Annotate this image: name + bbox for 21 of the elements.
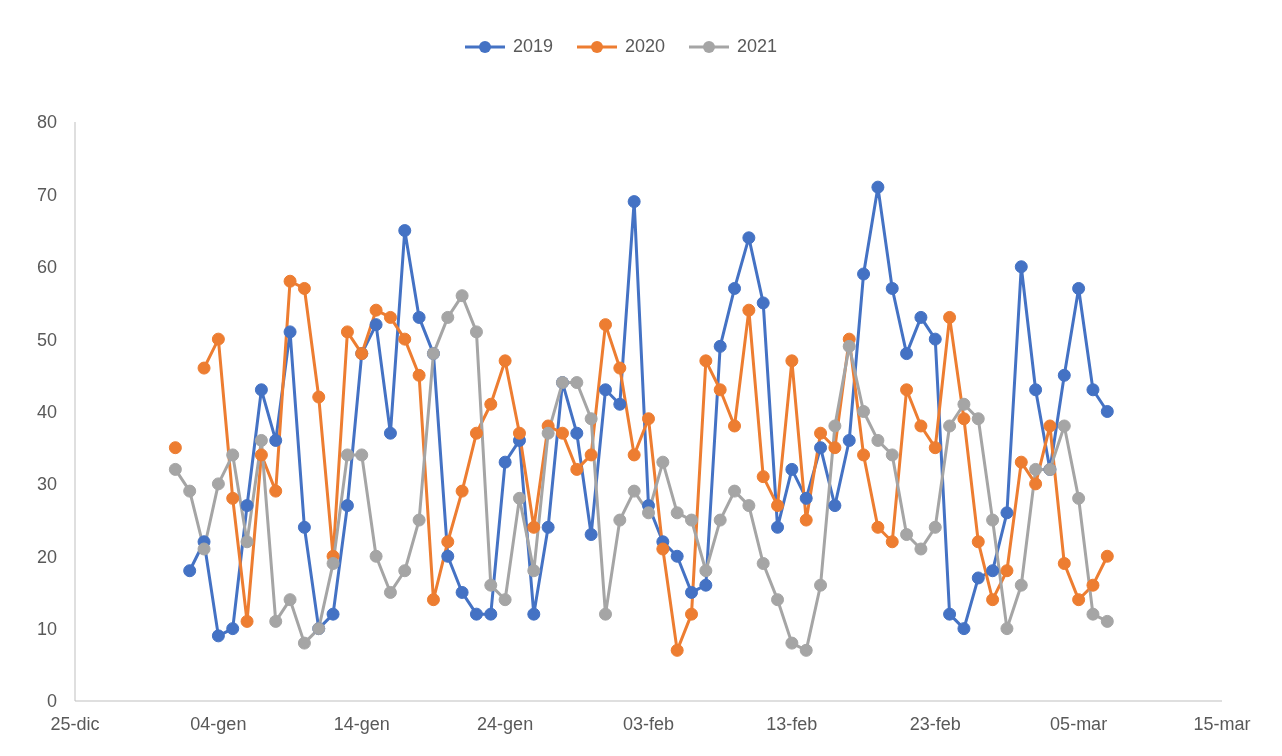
legend-label: 2019 (512, 36, 553, 57)
legend-label: 2021 (737, 36, 778, 57)
x-tick-label: 05-mar (1050, 713, 1108, 734)
y-tick-label: 50 (36, 329, 57, 350)
x-tick-label: 13-feb (766, 713, 818, 734)
y-tick-label: 10 (36, 619, 57, 640)
legend-label: 2020 (624, 36, 666, 57)
x-tick-label: 04-gen (190, 713, 247, 734)
x-tick-label: 25-dic (50, 713, 100, 734)
x-tick-label: 03-feb (622, 713, 675, 734)
y-tick-label: 70 (36, 184, 57, 205)
y-tick-label: 20 (36, 546, 57, 567)
y-tick-label: 80 (36, 112, 57, 133)
y-tick-label: 0 (46, 691, 57, 712)
y-tick-label: 60 (36, 257, 57, 278)
y-tick-label: 40 (36, 401, 57, 422)
y-tick-label: 30 (36, 474, 57, 495)
x-tick-label: 14-gen (333, 713, 390, 734)
x-tick-label: 23-feb (909, 713, 961, 734)
x-tick-label: 24-gen (477, 713, 534, 734)
x-tick-label: 15-mar (1193, 713, 1251, 734)
